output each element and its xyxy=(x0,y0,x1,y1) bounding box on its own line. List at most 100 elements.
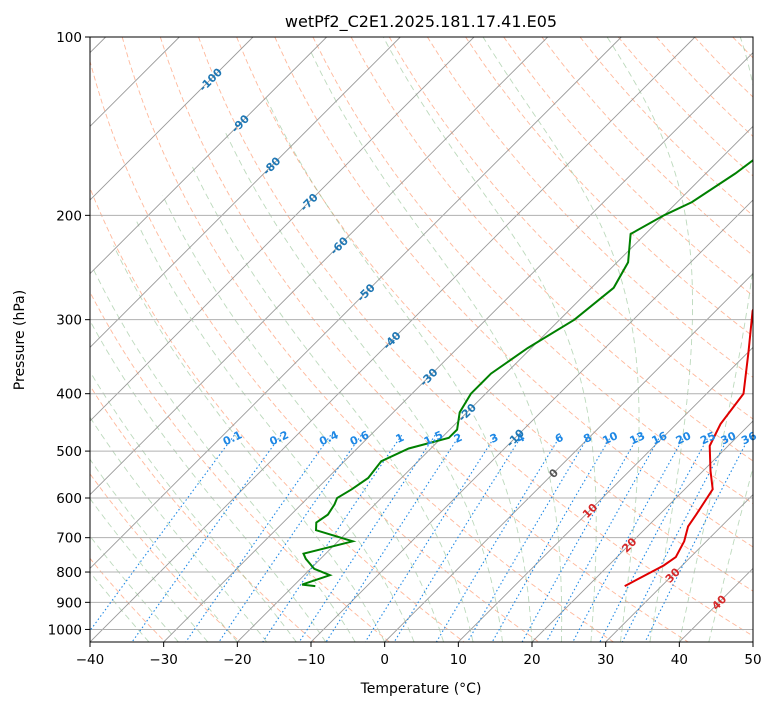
y-axis-label: Pressure (hPa) xyxy=(12,290,28,390)
isotherm-line xyxy=(752,641,753,642)
moist-adiabat xyxy=(90,535,179,642)
temperature-line xyxy=(624,307,753,587)
isotherm-line xyxy=(90,37,475,422)
y-tick-label: 100 xyxy=(56,30,82,46)
mixing-ratio-line xyxy=(521,434,640,642)
moist-adiabat xyxy=(263,94,533,642)
chart-title: wetPf2_C2E1.2025.181.17.41.E05 xyxy=(285,12,557,32)
y-tick-label: 500 xyxy=(56,444,82,460)
mixing-ratio-line xyxy=(599,434,710,642)
mixing-ratio-line xyxy=(90,434,235,632)
mixing-ratio-line xyxy=(262,434,403,642)
plot-frame xyxy=(89,36,754,643)
isotherm-line xyxy=(605,494,753,642)
mixing-ratio-line xyxy=(364,434,497,642)
x-tick-label: 0 xyxy=(380,652,389,668)
moist-adiabat xyxy=(482,37,640,642)
moist-adiabat xyxy=(708,465,753,642)
isotherm-line xyxy=(90,37,401,348)
x-tick-label: 40 xyxy=(671,652,688,668)
x-tick-label: −30 xyxy=(149,652,178,668)
dry-adiabat xyxy=(350,37,753,462)
dry-adiabat xyxy=(90,384,315,642)
isotherm-line xyxy=(90,37,696,642)
mixing-ratio-line xyxy=(572,434,686,642)
mixing-ratio-label: 20 xyxy=(674,429,694,447)
isotherm-line xyxy=(163,52,753,642)
isotherm-line xyxy=(90,37,327,275)
dry-adiabat xyxy=(159,37,689,642)
mixing-ratio-line xyxy=(545,434,662,642)
y-tick-label: 800 xyxy=(56,565,82,581)
isotherm-line xyxy=(237,125,753,642)
y-tick-label: 700 xyxy=(56,531,82,547)
y-tick-label: 1000 xyxy=(48,622,82,638)
dry-adiabat xyxy=(236,37,753,592)
dry-adiabat xyxy=(90,59,540,642)
dry-adiabat xyxy=(90,291,390,642)
mixing-ratio-label: 30 xyxy=(719,429,739,447)
dry-adiabat xyxy=(274,37,753,548)
mixing-ratio-label: 10 xyxy=(601,429,621,447)
background-lines xyxy=(90,37,775,642)
mixing-ratio-line xyxy=(644,434,751,642)
profile-traces xyxy=(301,159,753,588)
moist-adiabat xyxy=(136,221,415,642)
moist-adiabat xyxy=(162,195,445,642)
dry-adiabat xyxy=(465,37,753,337)
mixing-ratio-line xyxy=(467,434,590,642)
y-tick-label: 900 xyxy=(56,595,82,611)
axes: −40 −30 −20 −10 0 10 20 30 40 50 100 200 300 400 500 60… xyxy=(48,30,762,668)
x-tick-label: −40 xyxy=(76,652,105,668)
moist-adiabat xyxy=(113,245,386,642)
isotherm-line xyxy=(531,420,753,642)
dry-adiabat xyxy=(388,37,753,420)
isotherm-line xyxy=(90,37,622,569)
dry-adiabat xyxy=(90,473,241,642)
moist-adiabat xyxy=(309,49,563,642)
x-tick-label: 20 xyxy=(523,652,540,668)
dry-adiabat xyxy=(427,37,753,378)
dry-adiabat xyxy=(90,186,465,642)
moist-adiabat xyxy=(606,37,693,642)
moist-adiabat xyxy=(90,497,209,642)
x-tick-label: −10 xyxy=(297,652,326,668)
mixing-ratio-label: 16 xyxy=(650,429,670,447)
dry-adiabat xyxy=(121,37,614,642)
mixing-ratio-line xyxy=(131,434,282,642)
dewpoint-line xyxy=(301,159,753,588)
mixing-ratio-line xyxy=(435,434,562,642)
isotherm-line xyxy=(90,37,548,496)
mixing-ratio-label: 25 xyxy=(698,429,717,447)
mixing-ratio-line xyxy=(218,434,362,642)
mixing-ratio-line xyxy=(325,434,461,642)
isotherm-line xyxy=(310,199,753,642)
isotherm-line xyxy=(384,273,753,642)
x-tick-label: −20 xyxy=(223,652,252,668)
mixing-ratio-line xyxy=(393,434,523,642)
isotherm-line xyxy=(90,37,254,201)
y-tick-label: 200 xyxy=(56,208,82,224)
moist-adiabat xyxy=(382,37,597,642)
moist-adiabat xyxy=(92,267,356,642)
moist-adiabat xyxy=(678,37,753,642)
mixing-ratio-label: 13 xyxy=(628,429,647,447)
moist-adiabat xyxy=(191,165,474,642)
isotherm-line xyxy=(458,346,753,642)
y-tick-label: 300 xyxy=(56,313,82,329)
x-tick-label: 10 xyxy=(450,652,467,668)
x-axis-label: Temperature (°C) xyxy=(360,681,482,697)
mixing-ratio-line xyxy=(298,434,436,642)
dry-adiabat xyxy=(312,37,753,505)
x-tick-label: 50 xyxy=(744,652,761,668)
mixing-ratio-label: 36 xyxy=(739,429,759,447)
plot-background xyxy=(90,37,753,642)
moist-adiabat xyxy=(90,319,327,642)
moist-adiabat xyxy=(90,458,238,642)
dry-adiabat xyxy=(771,37,775,642)
mixing-ratio-line xyxy=(621,434,731,642)
x-tick-label: 30 xyxy=(597,652,614,668)
y-tick-label: 600 xyxy=(56,491,82,507)
dry-adiabat xyxy=(503,37,753,297)
